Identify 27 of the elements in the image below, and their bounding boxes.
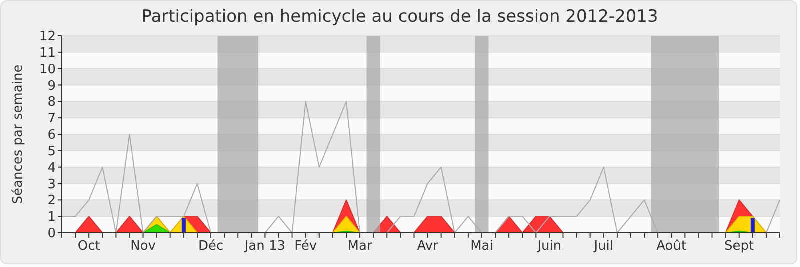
x-tick-label: Sept (724, 239, 754, 254)
y-tick-label: 3 (48, 177, 56, 192)
y-tick-label: 11 (39, 46, 56, 61)
chart-title: Participation en hemicycle au cours de la session 2012-2013 (142, 7, 658, 27)
x-tick-label: Fév (294, 239, 318, 254)
x-tick-label: Mai (470, 239, 494, 254)
y-tick-label: 12 (39, 30, 56, 45)
y-tick-label: 9 (48, 78, 56, 94)
y-tick-label: 8 (48, 95, 56, 110)
x-tick-label: Déc (198, 239, 224, 254)
y-axis-title: Séances par semaine (11, 64, 26, 204)
y-tick-label: 2 (48, 194, 56, 209)
y-tick-label: 6 (48, 128, 56, 144)
y-tick-label: 4 (48, 160, 56, 176)
x-tick-label: Mar (348, 239, 373, 254)
y-tick-label: 5 (48, 144, 56, 160)
x-tick-label: Avr (417, 239, 440, 254)
x-tick-label: Oct (78, 239, 100, 254)
y-tick-label: 7 (48, 112, 56, 127)
x-tick-label: Jan 13 (244, 239, 286, 254)
x-tick-label: Juil (593, 239, 614, 254)
y-tick-label: 1 (48, 210, 56, 226)
x-tick-label: Nov (130, 239, 156, 254)
x-tick-label: Août (656, 239, 687, 254)
y-tick-label: 10 (39, 62, 56, 78)
y-tick-label: 0 (48, 226, 56, 242)
x-tick-label: Juin (536, 239, 562, 254)
